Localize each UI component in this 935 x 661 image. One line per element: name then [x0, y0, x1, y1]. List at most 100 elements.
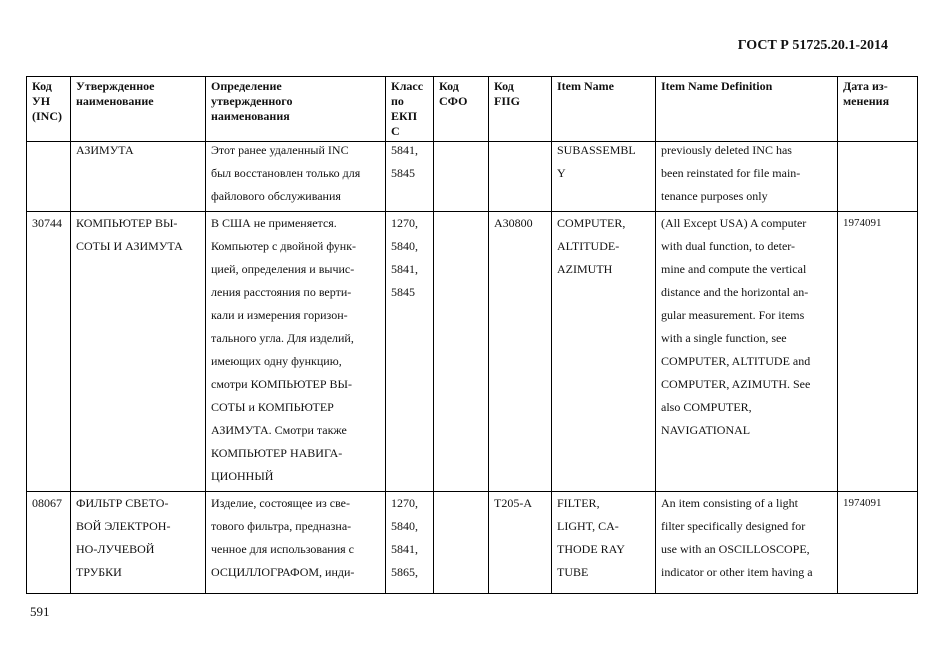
nomenclature-table: Код УН (INC) Утвержденное наименование Опреде…: [26, 76, 918, 594]
cell-line: 5841,: [391, 143, 418, 157]
cell-line: 1270,: [391, 496, 418, 510]
cell-line: 5841,: [391, 262, 418, 276]
cell-item-name: COMPUTER, ALTITUDE- AZIMUTH: [551, 211, 656, 492]
document-header: ГОСТ Р 51725.20.1-2014: [737, 38, 888, 53]
cell-definition: В США не применяется. Компьютер с двойной…: [205, 211, 386, 492]
cell-line: АЗИМУТА: [76, 143, 134, 157]
cell-line: THODE RAY: [557, 542, 625, 556]
header-line: Утвержденное: [76, 79, 155, 93]
cell-line: 5865,: [391, 565, 418, 579]
header-line: ЕКП: [391, 109, 418, 123]
cell-line: tenance purposes only: [661, 189, 768, 203]
cell-line: ФИЛЬТР СВЕТО-: [76, 496, 169, 510]
cell-line: НО-ЛУЧЕВОЙ: [76, 542, 155, 556]
cell-line: been reinstated for file main-: [661, 166, 801, 180]
header-line: утвержденного: [211, 94, 293, 108]
cell-line: ОСЦИЛЛОГРАФОМ, инди-: [211, 565, 355, 579]
cell-approved-name: КОМПЬЮТЕР ВЫ- СОТЫ И АЗИМУТА: [70, 211, 206, 492]
cell-line: был восстановлен только для: [211, 166, 361, 180]
cell-sfo-code: [433, 211, 489, 492]
cell-line: имеющих одну функцию,: [211, 354, 342, 368]
cell-line: файлового обслуживания: [211, 189, 341, 203]
cell-line: ления расстояния по верти-: [211, 285, 352, 299]
cell-line: 1974091: [843, 497, 882, 509]
cell-line: ALTITUDE-: [557, 239, 620, 253]
page-number: 591: [30, 604, 50, 619]
cell-line: COMPUTER, ALTITUDE and: [661, 354, 811, 368]
header-line: менения: [843, 94, 890, 108]
cell-line: FILTER,: [557, 496, 600, 510]
cell-line: distance and the horizontal an-: [661, 285, 809, 299]
cell-line: Этот ранее удаленный INC: [211, 143, 349, 157]
cell-line: тального угла. Для изделий,: [211, 331, 354, 345]
cell-line: цией, определения и вычис-: [211, 262, 355, 276]
cell-inc-code: 30744: [26, 211, 71, 492]
cell-line: (All Except USA) A computer: [661, 216, 807, 230]
cell-line: ВОЙ ЭЛЕКТРОН-: [76, 519, 171, 533]
header-line: УН: [32, 94, 51, 108]
header-line: Item Name: [557, 79, 614, 93]
cell-line: COMPUTER,: [557, 216, 626, 230]
header-line: наименования: [211, 109, 290, 123]
cell-class: 5841, 5845: [385, 141, 434, 212]
header-line: Класс: [391, 79, 424, 93]
cell-sfo-code: [433, 491, 489, 594]
cell-line: 08067: [32, 496, 62, 510]
table-row: АЗИМУТА Этот ранее удаленный INC был восст…: [26, 141, 918, 212]
cell-line: 5841,: [391, 542, 418, 556]
cell-item-name: SUBASSEMBL Y: [551, 141, 656, 212]
cell-definition: Этот ранее удаленный INC был восстановлен…: [205, 141, 386, 212]
cell-inc-code: [26, 141, 71, 212]
cell-line: also COMPUTER,: [661, 400, 752, 414]
cell-line: тового фильтра, предназна-: [211, 519, 352, 533]
cell-line: КОМПЬЮТЕР ВЫ-: [76, 216, 178, 230]
header-line: FIIG: [494, 94, 521, 108]
cell-change-date: 1974091: [837, 491, 918, 594]
cell-class: 1270, 5840, 5841, 5865,: [385, 491, 434, 594]
cell-definition: Изделие, состоящее из све-тового фильтра…: [205, 491, 386, 594]
cell-line: Компьютер с двойной функ-: [211, 239, 357, 253]
header-line: С: [391, 124, 400, 138]
cell-line: Y: [557, 166, 566, 180]
cell-line: 1974091: [843, 217, 882, 229]
cell-approved-name: ФИЛЬТР СВЕТО- ВОЙ ЭЛЕКТРОН- НО-ЛУЧЕВОЙ ТРУБ…: [70, 491, 206, 594]
cell-fiig-code: T205-A: [488, 491, 552, 594]
column-header-class: Класс по ЕКП С: [385, 76, 434, 142]
cell-line: ченное для использования с: [211, 542, 354, 556]
header-line: СФО: [439, 94, 468, 108]
cell-line: TUBE: [557, 565, 589, 579]
column-header-item-name: Item Name: [551, 76, 656, 142]
cell-item-name-definition: (All Except USA) A computer with dual fun…: [655, 211, 838, 492]
cell-line: AZIMUTH: [557, 262, 613, 276]
cell-line: 1270,: [391, 216, 418, 230]
cell-line: 5840,: [391, 239, 418, 253]
table-row: 30744 КОМПЬЮТЕР ВЫ- СОТЫ И АЗИМУТА В США не…: [26, 211, 918, 492]
column-header-definition: Определение утвержденного наименования: [205, 76, 386, 142]
header-line: Item Name Definition: [661, 79, 773, 93]
cell-line: with a single function, see: [661, 331, 787, 345]
column-header-inc-code: Код УН (INC): [26, 76, 71, 142]
cell-line: СОТЫ И АЗИМУТА: [76, 239, 183, 253]
cell-item-name-definition: An item consisting of a light filter spec…: [655, 491, 838, 594]
header-line: Определение: [211, 79, 282, 93]
cell-line: Изделие, состоящее из све-: [211, 496, 350, 510]
cell-line: КОМПЬЮТЕР НАВИГА-: [211, 446, 343, 460]
cell-line: with dual function, to deter-: [661, 239, 796, 253]
cell-line: An item consisting of a light: [661, 496, 798, 510]
cell-item-name: FILTER, LIGHT, CA- THODE RAY TUBE: [551, 491, 656, 594]
cell-line: T205-A: [494, 496, 532, 510]
cell-line: LIGHT, CA-: [557, 519, 619, 533]
header-line: Код: [32, 79, 52, 93]
header-line: по: [391, 94, 404, 108]
cell-line: АЗИМУТА. Смотри также: [211, 423, 347, 437]
cell-line: NAVIGATIONAL: [661, 423, 751, 437]
cell-line: mine and compute the vertical: [661, 262, 807, 276]
column-header-fiig-code: Код FIIG: [488, 76, 552, 142]
header-line: Код: [494, 79, 514, 93]
cell-line: previously deleted INC has: [661, 143, 792, 157]
cell-line: filter specifically designed for: [661, 519, 806, 533]
cell-class: 1270, 5840, 5841, 5845: [385, 211, 434, 492]
cell-fiig-code: A30800: [488, 211, 552, 492]
cell-line: 5840,: [391, 519, 418, 533]
